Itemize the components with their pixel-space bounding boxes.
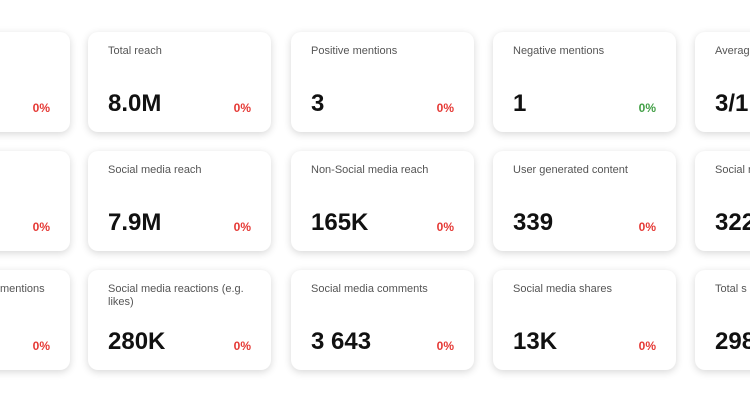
metric-label: Non-Social media reach bbox=[311, 164, 429, 176]
metric-label: Social media comments bbox=[311, 283, 428, 295]
metric-change: 0% bbox=[32, 339, 50, 353]
metric-label: mentions bbox=[0, 283, 45, 295]
metric-value: 322 bbox=[715, 209, 750, 236]
metric-card: 0% bbox=[0, 151, 70, 251]
metric-label: Positive mentions bbox=[311, 45, 398, 57]
metric-label: Social media shares bbox=[513, 283, 613, 295]
metric-value: 7.9M bbox=[108, 209, 162, 236]
metric-card: 0% bbox=[0, 32, 70, 132]
metric-change: 0% bbox=[436, 101, 454, 115]
metric-value: 13K bbox=[513, 328, 558, 355]
metric-card: Total reach 8.0M 0% bbox=[88, 32, 271, 132]
metric-change: 0% bbox=[436, 220, 454, 234]
metric-label: Social r bbox=[715, 164, 750, 176]
metric-value: 280K bbox=[108, 328, 166, 355]
metric-label: Total s interact bbox=[715, 283, 750, 295]
metric-change: 0% bbox=[233, 220, 251, 234]
metric-card: Averag 3/1 bbox=[695, 32, 750, 132]
metric-change: 0% bbox=[436, 339, 454, 353]
metric-value: 8.0M bbox=[108, 90, 162, 117]
metric-card: Positive mentions 3 0% bbox=[291, 32, 474, 132]
metric-value: 165K bbox=[311, 209, 369, 236]
metric-change: 0% bbox=[233, 101, 251, 115]
metric-label: Social media reach bbox=[108, 164, 202, 176]
metric-card: Social media reactions (e.g. likes) 280K 0… bbox=[88, 270, 271, 370]
metric-label: Social media reactions (e.g. likes) bbox=[108, 283, 244, 308]
metric-label: User generated content bbox=[513, 164, 628, 176]
metric-change: 0% bbox=[638, 101, 656, 115]
metric-card: Social media comments 3 643 0% bbox=[291, 270, 474, 370]
metric-change: 0% bbox=[233, 339, 251, 353]
metric-change: 0% bbox=[638, 339, 656, 353]
metric-value: 339 bbox=[513, 209, 554, 236]
metric-change: 0% bbox=[32, 101, 50, 115]
metric-value: 3 643 bbox=[311, 328, 372, 355]
metric-card: Social r 322 bbox=[695, 151, 750, 251]
metric-card: User generated content 339 0% bbox=[493, 151, 676, 251]
metric-card: Total s interact 298 bbox=[695, 270, 750, 370]
metric-card: Non-Social media reach 165K 0% bbox=[291, 151, 474, 251]
metric-card: Social media reach 7.9M 0% bbox=[88, 151, 271, 251]
metric-value: 3/1 bbox=[715, 90, 749, 117]
metric-card: mentions 0% bbox=[0, 270, 70, 370]
metric-label: Negative mentions bbox=[513, 45, 605, 57]
metric-change: 0% bbox=[638, 220, 656, 234]
metric-value: 1 bbox=[513, 90, 527, 117]
metric-value: 298 bbox=[715, 328, 750, 355]
metric-card: Social media shares 13K 0% bbox=[493, 270, 676, 370]
metric-card: Negative mentions 1 0% bbox=[493, 32, 676, 132]
metric-label: Total reach bbox=[108, 45, 162, 57]
metric-change: 0% bbox=[32, 220, 50, 234]
metric-value: 3 bbox=[311, 90, 325, 117]
metric-label: Averag bbox=[715, 45, 750, 57]
